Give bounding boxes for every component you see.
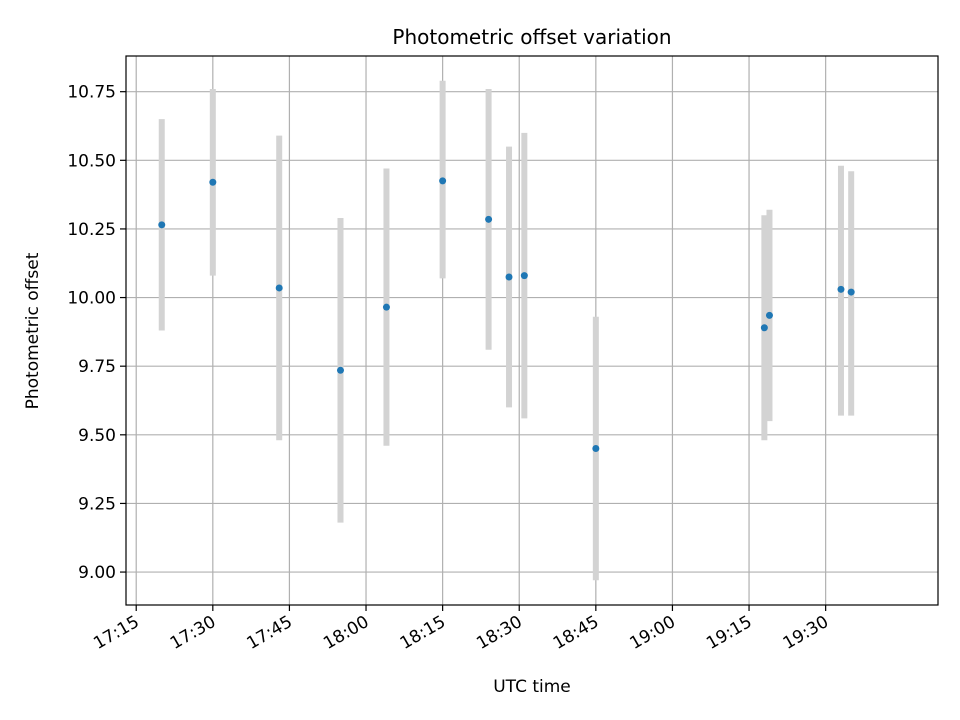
x-tick-label: 18:15 (397, 612, 449, 654)
data-point (847, 288, 855, 296)
chart-title: Photometric offset variation (392, 25, 671, 49)
x-tick-label: 18:45 (550, 612, 602, 654)
x-axis-title: UTC time (493, 677, 571, 697)
x-tick-label: 17:30 (167, 612, 219, 654)
data-point (382, 303, 390, 311)
x-tick-label: 19:00 (627, 612, 679, 654)
data-point (760, 324, 768, 332)
error-bars (158, 80, 855, 581)
y-tick-label: 9.50 (78, 426, 116, 446)
y-tick-label: 10.00 (67, 289, 116, 309)
data-point (837, 285, 845, 293)
x-tick-label: 18:30 (473, 612, 525, 654)
data-point (765, 311, 773, 319)
data-point (336, 366, 344, 374)
y-tick-label: 9.00 (78, 563, 116, 583)
data-point (275, 284, 283, 292)
x-tick-label: 18:00 (320, 612, 372, 654)
y-tick-label: 9.25 (78, 494, 116, 514)
data-point (485, 215, 493, 223)
y-tick-label: 10.50 (67, 151, 116, 171)
x-tick-label: 19:15 (703, 612, 755, 654)
data-point (592, 445, 600, 453)
data-point (439, 177, 447, 185)
y-tick-label: 10.75 (67, 83, 116, 103)
grid (126, 56, 938, 605)
data-points (158, 177, 855, 453)
x-tick-label: 17:45 (243, 612, 295, 654)
y-axis-title: Photometric offset (23, 252, 43, 409)
plot-frame (125, 55, 939, 606)
x-tick-label: 19:30 (780, 612, 832, 654)
x-tick-label: 17:15 (90, 612, 142, 654)
x-axis-ticks: 17:15 17:30 17:45 18:00 18:15 18:30 18:45 19:00… (90, 605, 832, 654)
y-tick-label: 9.75 (78, 357, 116, 377)
data-point (520, 272, 528, 280)
y-axis-ticks: 9.00 9.25 9.50 9.75 10.00 10.25 10.50 10.75 (67, 83, 126, 583)
data-point (209, 178, 217, 186)
y-tick-label: 10.25 (67, 220, 116, 240)
data-point (158, 221, 166, 229)
data-point (505, 273, 513, 281)
